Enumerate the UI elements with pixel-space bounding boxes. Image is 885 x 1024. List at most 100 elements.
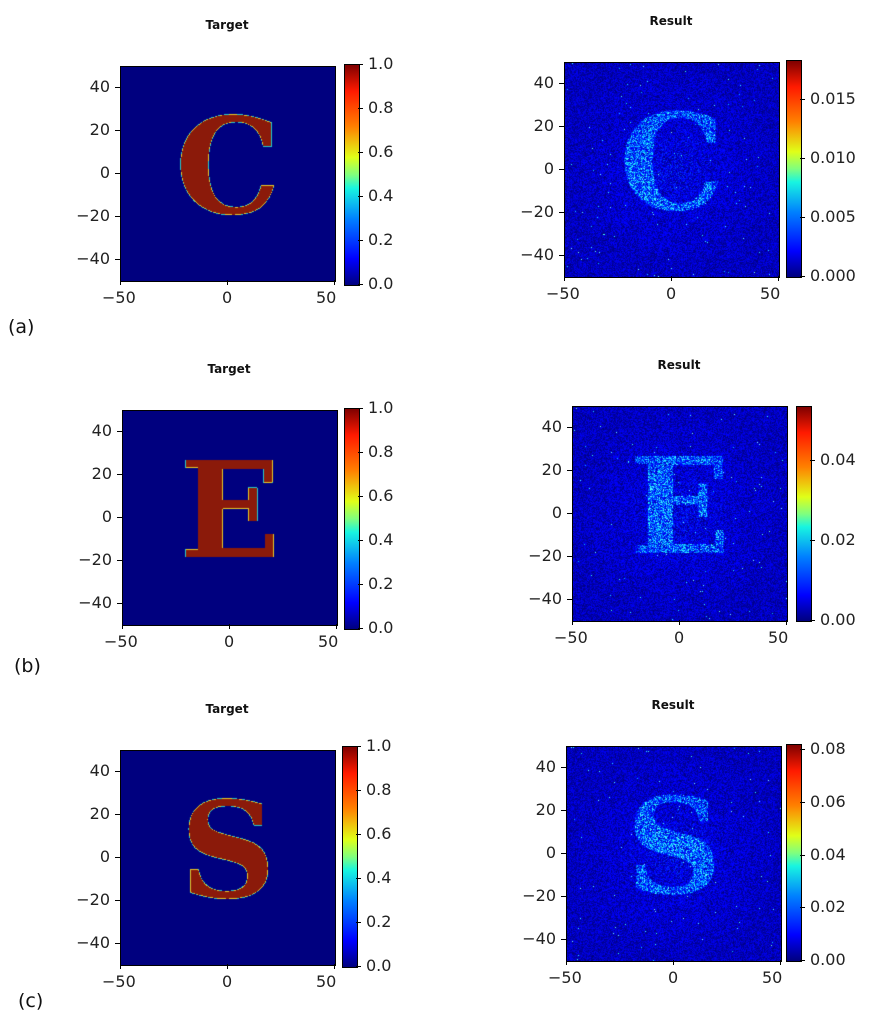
- y-tick-mark: [115, 215, 120, 217]
- x-tick-mark: [572, 620, 573, 625]
- y-tick-label: 20: [533, 116, 554, 136]
- y-tick-label: −40: [78, 592, 112, 612]
- colorbar-tick-label: 0.6: [366, 824, 392, 843]
- colorbar-tick-label: 0.00: [810, 950, 846, 969]
- y-tick-label: −40: [522, 928, 556, 948]
- x-tick-label: 50: [768, 628, 789, 647]
- y-tick-mark: [115, 87, 120, 89]
- y-tick-label: 40: [91, 421, 112, 441]
- y-tick-label: −20: [528, 545, 562, 565]
- result-colorbar: [796, 406, 812, 622]
- y-tick-label: −20: [522, 885, 556, 905]
- y-tick-mark: [117, 517, 122, 518]
- x-tick-label: −50: [554, 628, 588, 647]
- y-tick-label: 0: [545, 843, 556, 862]
- x-tick-label: −50: [102, 972, 136, 991]
- x-tick-label: 0: [222, 288, 233, 307]
- colorbar-tick-label: 0.0: [366, 956, 392, 975]
- x-tick-label: 0: [224, 632, 235, 651]
- x-tick-mark: [778, 276, 779, 281]
- y-tick-label: 40: [541, 417, 562, 437]
- colorbar-tick-mark: [358, 408, 363, 409]
- target-image: [120, 750, 336, 966]
- colorbar-tick-label: 0.6: [368, 486, 394, 505]
- x-tick-label: 50: [760, 284, 781, 303]
- x-tick-mark: [122, 624, 123, 629]
- x-tick-mark: [673, 960, 674, 965]
- y-tick-label: 0: [99, 847, 110, 866]
- y-tick-mark: [559, 126, 564, 128]
- y-tick-mark: [567, 513, 572, 514]
- y-tick-mark: [561, 853, 566, 854]
- y-tick-mark: [115, 857, 120, 858]
- x-tick-mark: [120, 964, 121, 969]
- colorbar-tick-mark: [356, 746, 361, 747]
- y-tick-mark: [117, 474, 122, 476]
- y-tick-label: 20: [89, 120, 110, 140]
- target-title: Target: [205, 18, 249, 32]
- y-tick-label: 0: [99, 163, 110, 182]
- result-title: Result: [657, 358, 701, 372]
- x-tick-label: 0: [674, 628, 685, 647]
- colorbar-tick-mark: [800, 216, 805, 218]
- colorbar-tick-mark: [358, 628, 363, 629]
- panel-label: (b): [14, 655, 41, 677]
- colorbar-tick-label: 1.0: [366, 736, 392, 755]
- y-tick-label: 20: [541, 460, 562, 480]
- y-tick-mark: [559, 254, 564, 256]
- colorbar-tick-mark: [358, 240, 363, 241]
- result-title: Result: [649, 14, 693, 28]
- colorbar-tick-mark: [800, 749, 805, 751]
- y-tick-label: −40: [528, 588, 562, 608]
- result-image: [564, 62, 780, 278]
- x-tick-mark: [120, 280, 121, 285]
- colorbar-tick-label: 0.0: [368, 618, 394, 637]
- colorbar-tick-label: 0.4: [366, 868, 392, 887]
- y-tick-label: −40: [520, 244, 554, 264]
- colorbar-tick-mark: [800, 98, 805, 100]
- x-tick-label: 0: [222, 972, 233, 991]
- colorbar-tick-label: 0.010: [810, 147, 856, 167]
- x-tick-label: 50: [316, 288, 337, 307]
- y-tick-mark: [561, 938, 566, 940]
- y-tick-label: 20: [89, 804, 110, 824]
- y-tick-mark: [115, 130, 120, 132]
- y-tick-label: −40: [76, 932, 110, 952]
- y-tick-mark: [561, 810, 566, 812]
- y-tick-mark: [561, 895, 566, 897]
- colorbar-tick-mark: [356, 966, 361, 967]
- colorbar-tick-label: 0.02: [810, 897, 846, 917]
- colorbar-tick-mark: [800, 276, 805, 277]
- colorbar-tick-label: 0.0: [368, 274, 394, 293]
- y-tick-label: 40: [533, 73, 554, 93]
- result-heatmap-canvas: [573, 407, 787, 621]
- y-tick-mark: [567, 427, 572, 429]
- target-colorbar: [342, 746, 358, 968]
- x-tick-mark: [780, 960, 781, 965]
- colorbar-tick-mark: [810, 620, 815, 621]
- y-tick-label: 40: [89, 761, 110, 781]
- colorbar-tick-label: 0.00: [820, 610, 856, 629]
- x-tick-mark: [679, 620, 680, 625]
- colorbar-tick-label: 0.8: [366, 780, 392, 799]
- colorbar-tick-label: 0.8: [368, 98, 394, 117]
- target-colorbar: [344, 408, 360, 630]
- colorbar-tick-label: 0.2: [368, 574, 394, 593]
- colorbar-tick-label: 0.02: [820, 530, 856, 549]
- colorbar-tick-mark: [358, 284, 363, 285]
- x-tick-label: −50: [546, 284, 580, 303]
- colorbar-tick-mark: [800, 960, 805, 961]
- target-title: Target: [205, 702, 249, 716]
- y-tick-mark: [117, 559, 122, 561]
- x-tick-mark: [227, 280, 228, 285]
- y-tick-label: −40: [76, 248, 110, 268]
- colorbar-tick-mark: [356, 878, 361, 879]
- colorbar-tick-mark: [358, 152, 363, 153]
- colorbar-tick-mark: [358, 108, 363, 109]
- x-tick-mark: [336, 624, 337, 629]
- colorbar-tick-label: 1.0: [368, 54, 394, 73]
- y-tick-mark: [559, 211, 564, 213]
- y-tick-mark: [115, 173, 120, 174]
- result-heatmap-canvas: [565, 63, 779, 277]
- result-title: Result: [651, 698, 695, 712]
